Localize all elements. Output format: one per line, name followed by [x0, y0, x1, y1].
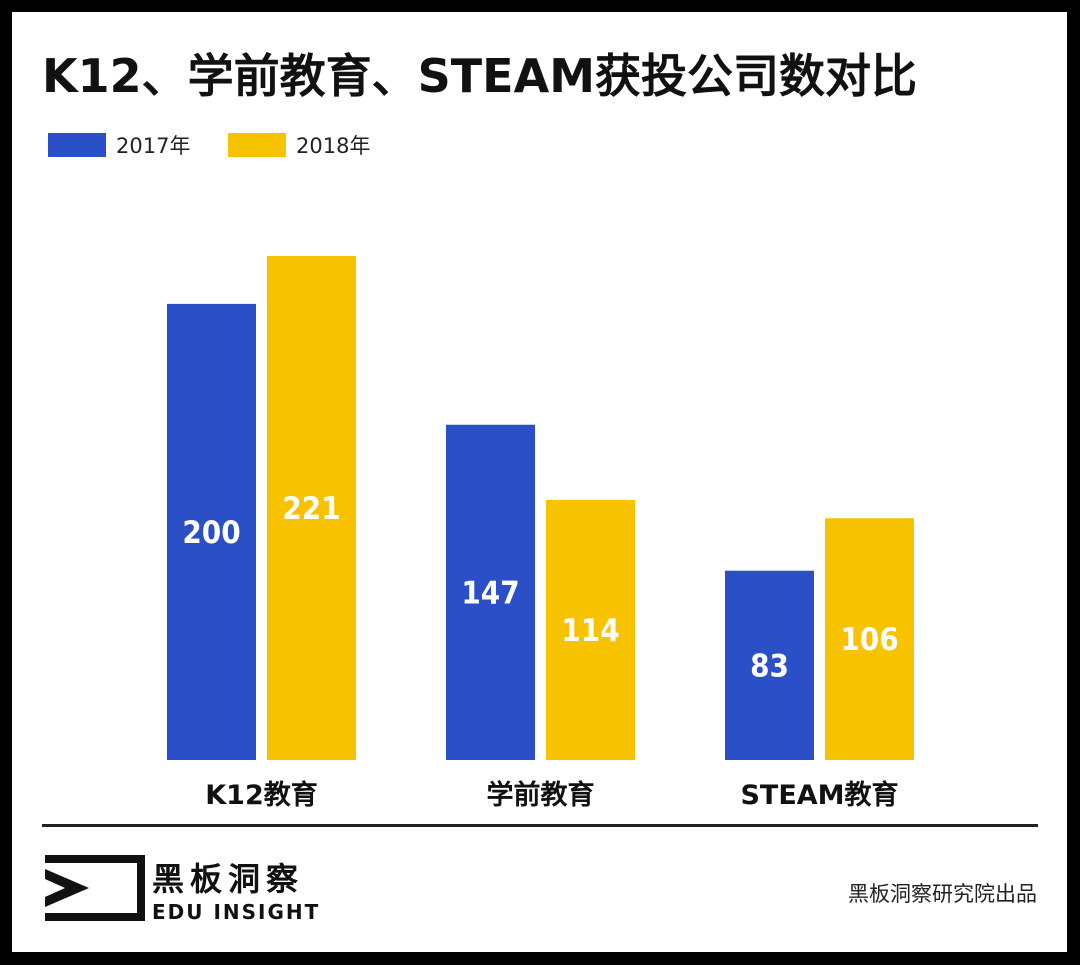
legend-swatch-2017	[48, 133, 106, 157]
brand-name-cn: 黑板洞察	[152, 860, 305, 898]
bar-chart: 200 221 K12教育 147 114 学前教育 83 106 STEAM教育	[167, 256, 914, 811]
bar-2-1	[825, 518, 914, 760]
value-label-2-0: 83	[750, 648, 789, 684]
value-label-0-0: 200	[182, 515, 240, 551]
edu-insight-logo-icon	[45, 855, 145, 921]
bar-0-0	[167, 303, 256, 760]
category-label-1: 学前教育	[487, 779, 595, 811]
value-label-0-1: 221	[282, 491, 340, 527]
footer-divider	[42, 824, 1038, 827]
source-credit: 黑板洞察研究院出品	[848, 882, 1037, 906]
chart-frame: K12、学前教育、STEAM获投公司数对比 2017年 2018年 200 221…	[12, 12, 1067, 952]
legend-label-2018: 2018年	[296, 134, 371, 158]
bar-0-1	[267, 256, 356, 760]
bar-1-0	[446, 424, 535, 760]
category-label-0: K12教育	[205, 779, 318, 811]
value-label-1-0: 147	[461, 575, 519, 611]
brand-name-en: EDU INSIGHT	[152, 900, 321, 924]
legend-label-2017: 2017年	[116, 134, 191, 158]
chart-title: K12、学前教育、STEAM获投公司数对比	[42, 49, 917, 103]
category-label-2: STEAM教育	[740, 779, 898, 811]
bar-2-0	[725, 570, 814, 760]
legend-item-2017: 2017年	[48, 130, 190, 160]
value-label-2-1: 106	[840, 622, 898, 658]
value-label-1-1: 114	[561, 613, 619, 649]
bar-1-1	[546, 500, 635, 760]
legend-swatch-2018	[228, 133, 286, 157]
legend-item-2018: 2018年	[228, 130, 370, 160]
